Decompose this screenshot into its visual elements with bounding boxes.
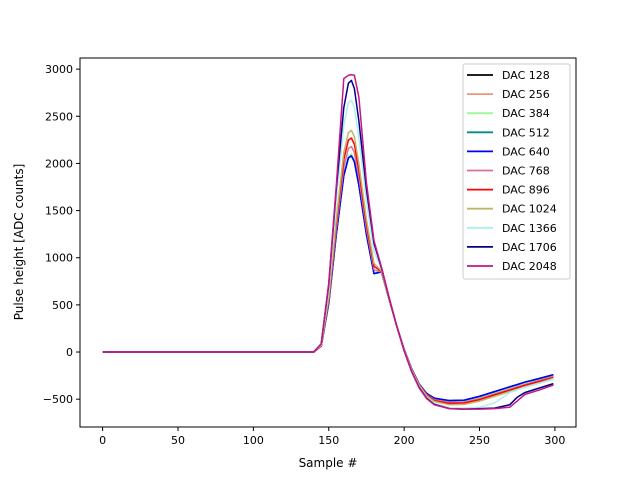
legend-label: DAC 512	[502, 126, 550, 139]
x-tick-label: 200	[394, 434, 415, 447]
y-tick-label: 500	[52, 299, 73, 312]
legend-entry: DAC 128	[467, 69, 550, 82]
legend-entry: DAC 384	[467, 107, 550, 120]
legend-entry: DAC 640	[467, 145, 550, 158]
x-axis-label: Sample #	[299, 456, 358, 470]
x-tick-label: 50	[171, 434, 185, 447]
x-axis-ticks: 0 50 100 150 200 250 300	[99, 427, 565, 447]
legend-label: DAC 1024	[502, 203, 557, 216]
legend-label: DAC 1366	[502, 222, 557, 235]
legend-entry: DAC 256	[467, 88, 550, 101]
x-tick-label: 100	[243, 434, 264, 447]
legend-label: DAC 128	[502, 69, 550, 82]
legend-entry: DAC 1024	[467, 203, 557, 216]
legend-box	[462, 63, 571, 280]
legend-entry: DAC 1366	[467, 222, 557, 235]
y-tick-label: 0	[66, 346, 73, 359]
legend-entry: DAC 1706	[467, 241, 557, 254]
y-axis-label: Pulse height [ADC counts]	[12, 164, 26, 321]
legend-entry: DAC 896	[467, 184, 550, 197]
legend-entry: DAC 2048	[467, 260, 557, 273]
legend-label: DAC 384	[502, 107, 550, 120]
axes-frame	[79, 57, 577, 428]
y-tick-label: −500	[43, 393, 73, 406]
legend-label: DAC 640	[502, 145, 550, 158]
y-tick-label: 1000	[45, 252, 73, 265]
y-tick-label: 2500	[45, 110, 73, 123]
y-tick-label: 3000	[45, 63, 73, 76]
legend-label: DAC 2048	[502, 260, 557, 273]
series-line-dac-2048	[102, 74, 554, 410]
x-tick-label: 300	[544, 434, 565, 447]
x-tick-label: 0	[99, 434, 106, 447]
x-tick-label: 250	[469, 434, 490, 447]
legend-label: DAC 1706	[502, 241, 557, 254]
y-tick-label: 2000	[45, 157, 73, 170]
legend: DAC 128 DAC 256 DAC 384 DAC 512 DAC 640 DAC 7…	[462, 63, 571, 280]
x-tick-label: 150	[318, 434, 339, 447]
legend-label: DAC 256	[502, 88, 550, 101]
y-axis-ticks: −500 0 500 1000 1500 2000 2500 3000	[43, 63, 80, 406]
y-tick-label: 1500	[45, 205, 73, 218]
series-lines	[102, 74, 554, 410]
legend-entry: DAC 512	[467, 126, 550, 139]
legend-label: DAC 768	[502, 165, 550, 178]
legend-label: DAC 896	[502, 184, 550, 197]
legend-entry: DAC 768	[467, 165, 550, 178]
